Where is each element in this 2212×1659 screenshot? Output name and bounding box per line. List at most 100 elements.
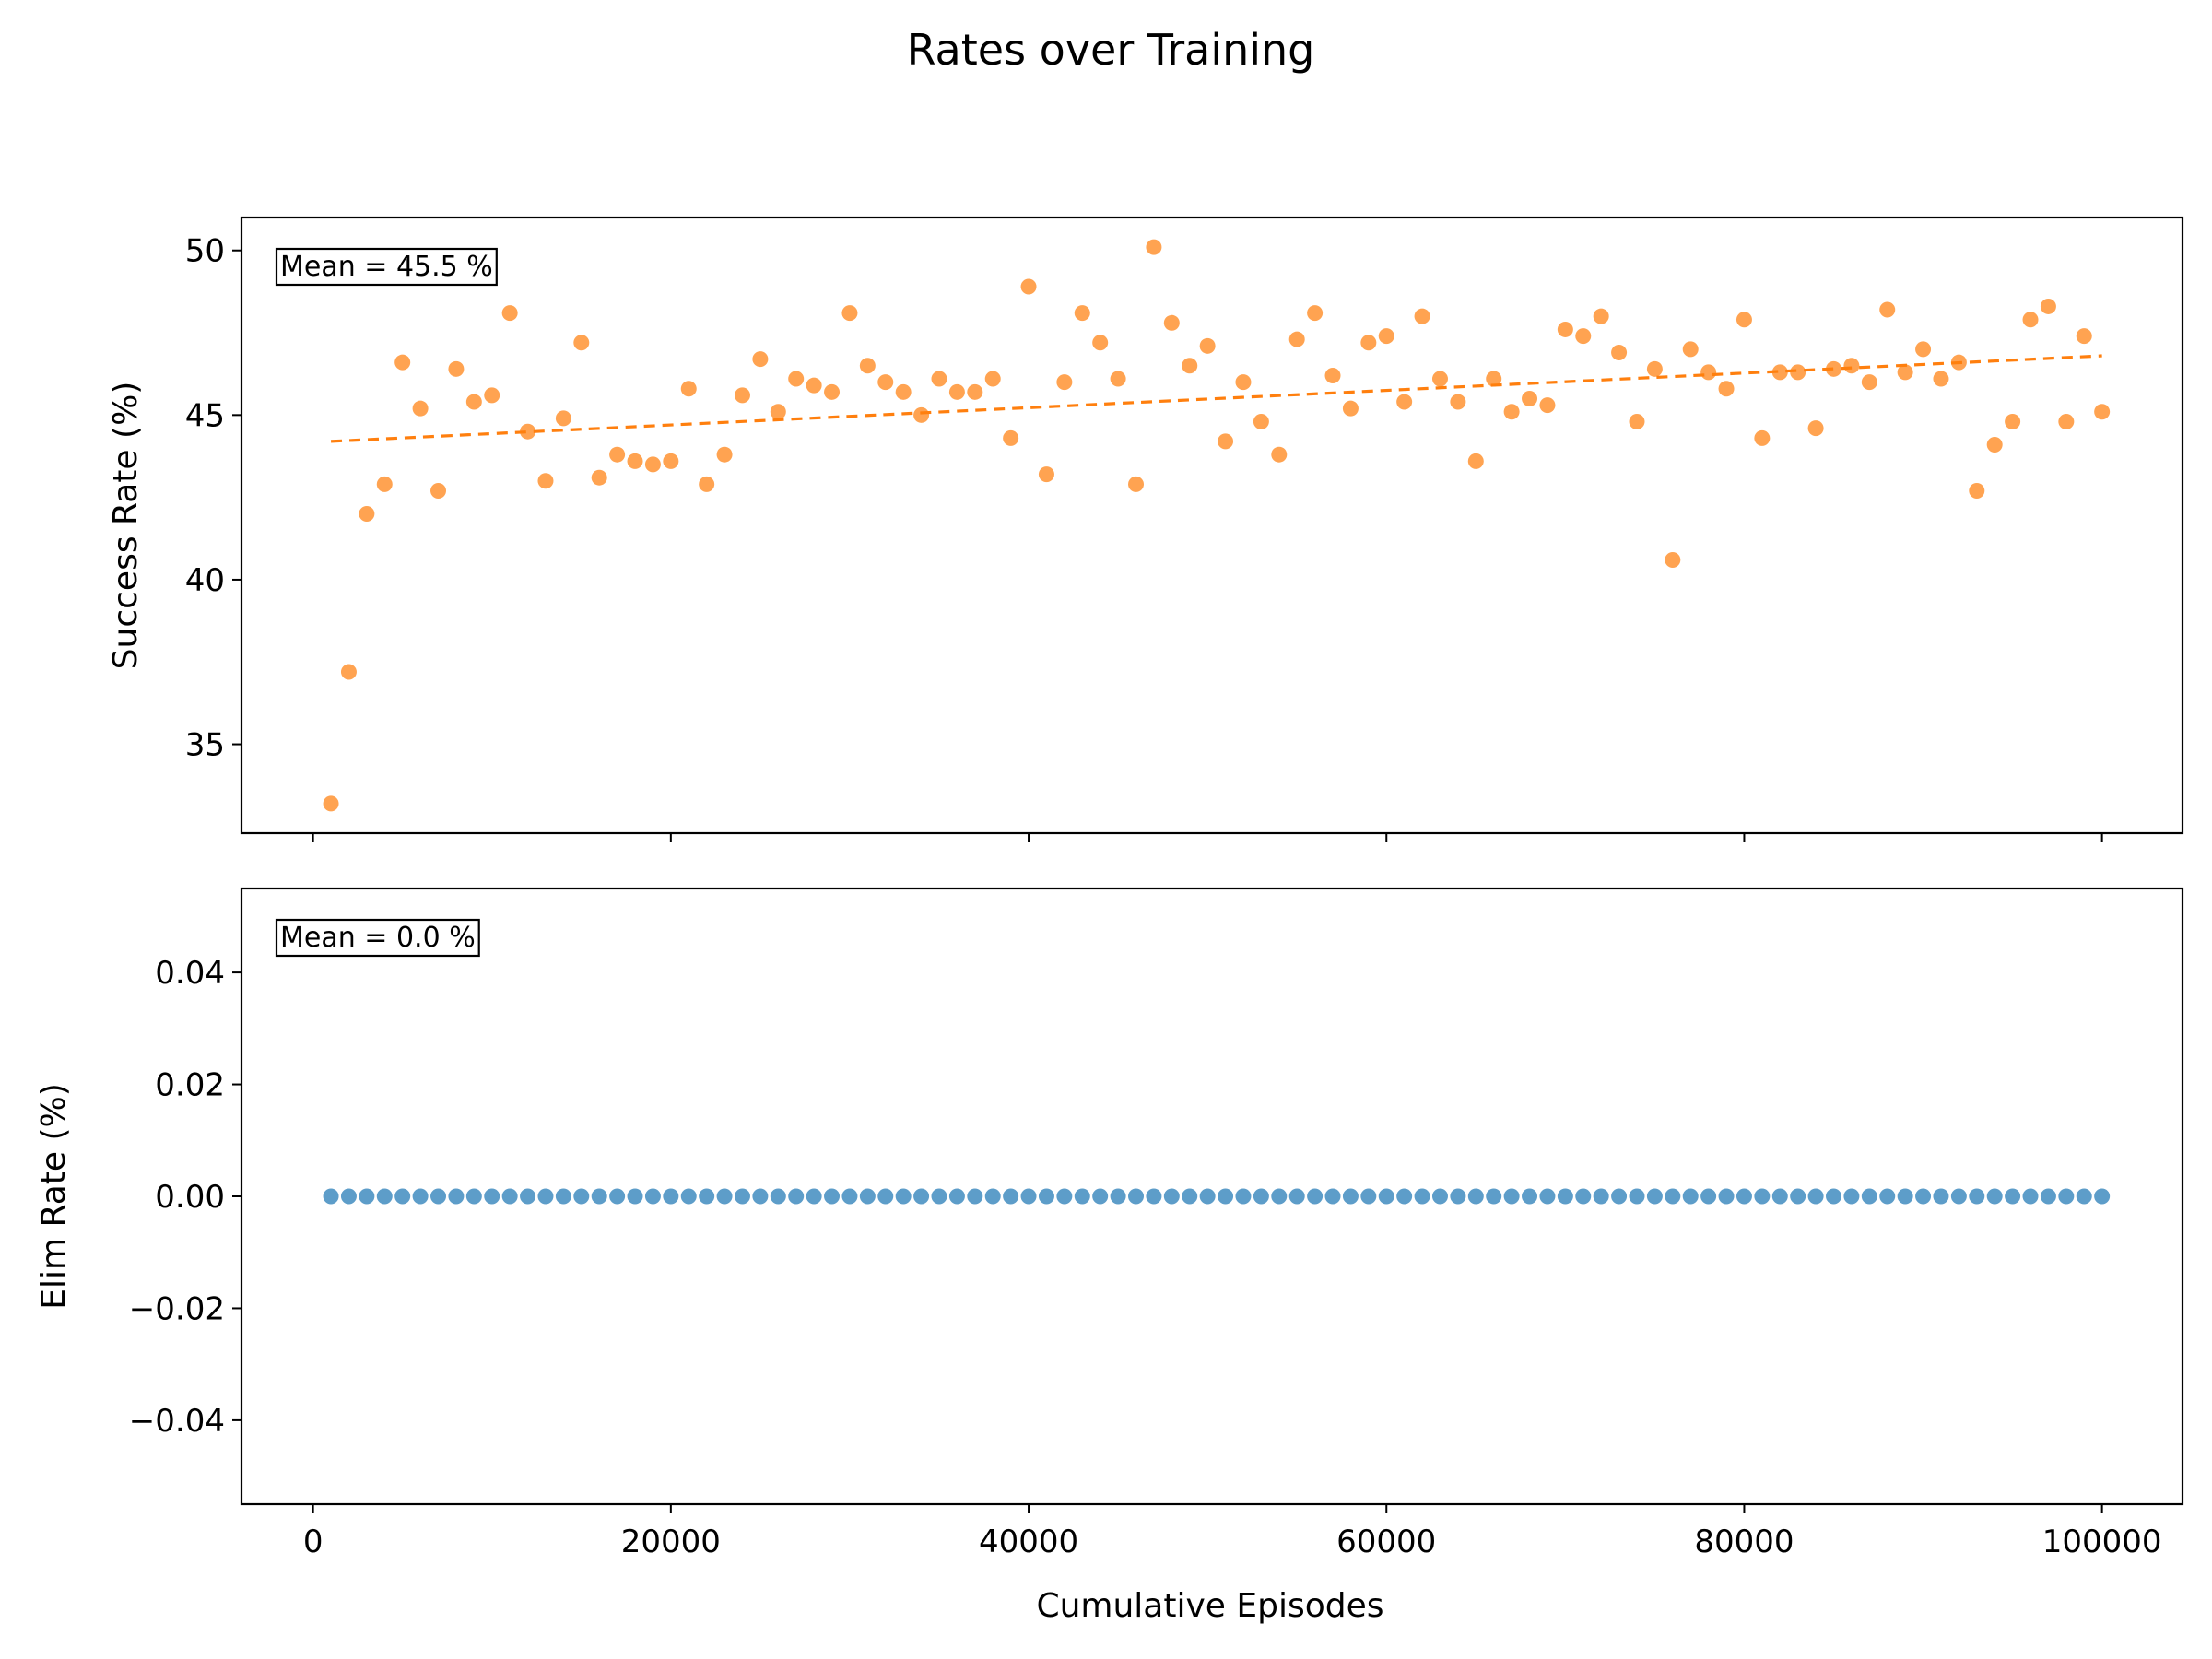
data-point — [1575, 1188, 1592, 1205]
data-point — [465, 1188, 482, 1205]
data-point — [2040, 1188, 2056, 1205]
data-point — [1020, 278, 1037, 295]
data-point — [1826, 1188, 1842, 1205]
data-point — [1557, 321, 1573, 337]
data-point — [1807, 1188, 1824, 1205]
trend-line — [330, 354, 2102, 443]
data-point — [2094, 404, 2111, 420]
data-point — [1843, 1188, 1860, 1205]
figure-title: Rates over Training — [907, 25, 1315, 75]
data-point — [931, 1188, 947, 1205]
data-point — [1431, 371, 1448, 387]
data-point — [340, 664, 357, 680]
data-point — [1790, 1188, 1806, 1205]
data-point — [788, 371, 805, 387]
data-point — [967, 1188, 983, 1205]
data-point — [1467, 453, 1484, 469]
data-point — [895, 1188, 912, 1205]
data-point — [1056, 374, 1073, 391]
data-point — [770, 1188, 786, 1205]
data-point — [1611, 344, 1628, 360]
data-point — [484, 387, 500, 404]
data-point — [1271, 1188, 1288, 1205]
data-point — [1933, 1188, 1949, 1205]
data-point — [841, 1188, 858, 1205]
data-point — [555, 1188, 571, 1205]
data-point — [734, 387, 750, 404]
data-point — [1450, 1188, 1466, 1205]
y-tick-label: 50 — [185, 233, 225, 270]
x-tick-label: 20000 — [621, 1524, 721, 1560]
data-point — [430, 482, 447, 499]
data-point — [1986, 436, 2003, 453]
data-point — [591, 469, 607, 486]
data-point — [1539, 397, 1556, 414]
data-point — [824, 1188, 841, 1205]
data-point — [520, 423, 536, 440]
data-point — [1682, 341, 1699, 358]
data-point — [1933, 371, 1949, 387]
data-point — [984, 371, 1001, 387]
data-point — [663, 453, 679, 469]
data-point — [448, 360, 465, 377]
data-point — [465, 394, 482, 410]
data-point — [2022, 312, 2039, 328]
data-point — [1790, 364, 1806, 381]
data-point — [1038, 1188, 1054, 1205]
data-point — [1557, 1188, 1573, 1205]
data-point — [1843, 358, 1860, 374]
data-point — [913, 1188, 930, 1205]
data-point — [2076, 1188, 2092, 1205]
data-point — [699, 1188, 715, 1205]
data-point — [2076, 328, 2092, 345]
data-point — [1342, 1188, 1359, 1205]
data-point — [1969, 1188, 1985, 1205]
data-point — [1324, 367, 1341, 383]
data-point — [1539, 1188, 1556, 1205]
data-point — [1826, 360, 1842, 377]
data-point — [1522, 390, 1538, 406]
data-point — [1288, 331, 1305, 347]
data-point — [1665, 1188, 1681, 1205]
data-point — [1735, 312, 1752, 328]
mean-annotation-box — [275, 918, 480, 958]
data-point — [1199, 1188, 1216, 1205]
data-point — [1235, 374, 1252, 391]
data-point — [1969, 482, 1985, 499]
y-tick-label: 45 — [185, 397, 225, 434]
data-point — [1593, 308, 1609, 324]
data-point — [1218, 1188, 1234, 1205]
data-point — [806, 1188, 822, 1205]
data-point — [680, 381, 697, 397]
data-point — [1915, 341, 1932, 358]
data-point — [627, 453, 643, 469]
data-point — [2005, 1188, 2021, 1205]
data-point — [877, 1188, 894, 1205]
data-point — [1771, 364, 1788, 381]
data-point — [841, 305, 858, 322]
data-point — [2022, 1188, 2039, 1205]
y-tick-label: 40 — [185, 562, 225, 599]
data-point — [2094, 1188, 2111, 1205]
data-point — [1218, 433, 1234, 450]
data-point — [359, 505, 375, 522]
data-point — [394, 354, 411, 371]
data-point — [1182, 358, 1198, 374]
data-point — [663, 1188, 679, 1205]
data-point — [1897, 1188, 1913, 1205]
data-point — [1700, 364, 1717, 381]
y-tick-label: 0.00 — [155, 1179, 225, 1216]
data-point — [609, 1188, 626, 1205]
data-point — [1163, 1188, 1180, 1205]
data-point — [1056, 1188, 1073, 1205]
data-point — [788, 1188, 805, 1205]
data-point — [752, 1188, 769, 1205]
data-point — [1253, 1188, 1269, 1205]
data-point — [1253, 413, 1269, 429]
data-point — [806, 377, 822, 394]
data-point — [1163, 314, 1180, 331]
data-point — [555, 410, 571, 427]
success-mean-label: Mean = 45.5 % — [280, 251, 493, 283]
data-point — [1754, 1188, 1771, 1205]
data-point — [1861, 374, 1877, 391]
